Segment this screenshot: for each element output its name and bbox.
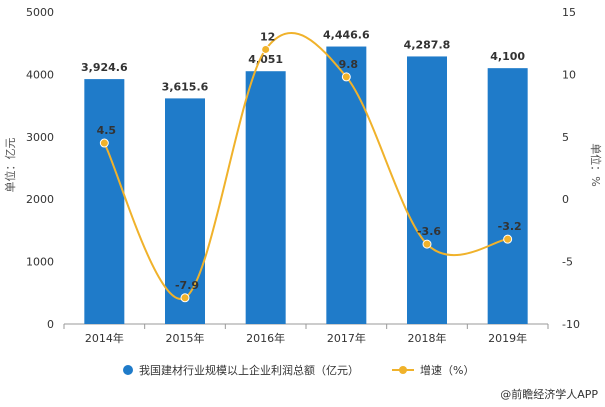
right-tick-label: 10 xyxy=(562,68,576,81)
x-tick-label: 2017年 xyxy=(327,331,366,345)
x-axis-ticks: 2014年 2015年 2016年 2017年 2018年 2019年 xyxy=(63,324,549,345)
bar-value-label: 4,051 xyxy=(248,53,283,66)
growth-value-label: 9.8 xyxy=(339,58,359,71)
bar xyxy=(487,68,528,324)
left-tick-label: 0 xyxy=(47,318,54,331)
x-tick-label: 2014年 xyxy=(85,331,124,345)
bar-value-label: 3,615.6 xyxy=(162,80,209,93)
growth-point xyxy=(503,234,513,244)
right-axis-title: 单位：% xyxy=(589,143,603,186)
growth-point xyxy=(341,72,351,82)
bar xyxy=(165,98,205,324)
right-tick-label: -5 xyxy=(562,256,573,269)
left-tick-label: 1000 xyxy=(26,256,54,269)
bar xyxy=(407,56,447,324)
legend-line-point xyxy=(399,366,407,374)
x-tick-label: 2016年 xyxy=(246,331,285,345)
left-axis-title: 单位：亿元 xyxy=(3,138,17,193)
growth-value-label: 12 xyxy=(260,30,275,43)
right-tick-label: 5 xyxy=(562,131,569,144)
left-tick-label: 3000 xyxy=(26,131,54,144)
growth-value-label: -3.2 xyxy=(498,220,522,233)
left-tick-label: 4000 xyxy=(26,68,54,81)
growth-value-label: -3.6 xyxy=(417,225,441,238)
x-tick-label: 2019年 xyxy=(488,331,527,345)
growth-point xyxy=(422,239,432,249)
bar xyxy=(245,71,286,325)
bar-value-label: 4,446.6 xyxy=(323,29,370,42)
bar-value-label: 3,924.6 xyxy=(81,61,128,74)
bar-value-label: 4,100 xyxy=(490,50,525,63)
right-tick-label: 0 xyxy=(562,193,569,206)
right-axis-ticks: -10 -5 0 5 10 15 xyxy=(562,6,580,331)
left-axis-ticks: 0 1000 2000 3000 4000 5000 xyxy=(26,6,54,331)
growth-point xyxy=(99,138,109,148)
bar xyxy=(326,46,367,324)
right-tick-label: -10 xyxy=(562,318,580,331)
growth-point xyxy=(261,44,271,54)
legend: 我国建材行业规模以上企业利润总额（亿元） 增速（%） xyxy=(123,363,474,377)
growth-point xyxy=(180,293,190,303)
legend-bar-label: 我国建材行业规模以上企业利润总额（亿元） xyxy=(139,363,359,377)
growth-value-label: 4.5 xyxy=(97,124,117,137)
legend-line-label: 增速（%） xyxy=(420,363,474,377)
growth-points xyxy=(99,44,513,303)
bar xyxy=(84,79,125,325)
x-tick-label: 2015年 xyxy=(166,331,205,345)
growth-value-label: -7.9 xyxy=(175,279,199,292)
left-tick-label: 2000 xyxy=(26,193,54,206)
left-tick-label: 5000 xyxy=(26,6,54,19)
bar-value-labels: 3,924.6 3,615.6 4,051 4,446.6 4,287.8 4,100 xyxy=(81,29,525,94)
x-tick-label: 2018年 xyxy=(408,331,447,345)
growth-line xyxy=(103,31,508,300)
right-tick-label: 15 xyxy=(562,6,576,19)
legend-bar-marker xyxy=(123,365,133,375)
source-label: @前瞻经济学人APP xyxy=(500,387,598,401)
bar-value-label: 4,287.8 xyxy=(404,38,451,51)
growth-value-labels: 4.5 -7.9 12 9.8 -3.6 -3.2 xyxy=(97,30,522,291)
bar-series xyxy=(84,46,528,325)
